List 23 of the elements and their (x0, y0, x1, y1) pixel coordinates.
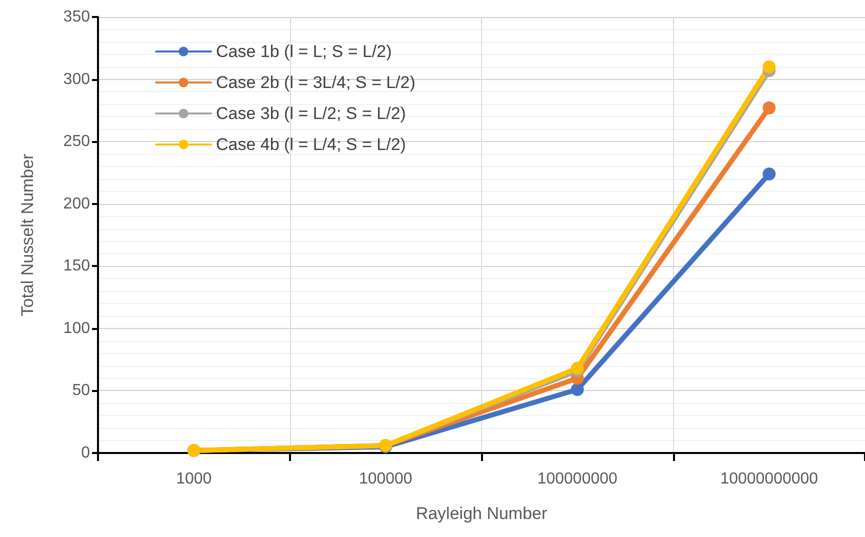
point (570, 362, 584, 375)
point (570, 382, 584, 396)
y-tick-label: 350 (63, 8, 90, 26)
y-tick-label: 100 (63, 320, 90, 337)
y-tick-label: 0 (81, 444, 90, 462)
point (762, 60, 776, 74)
legend-label: Case 3b (l = L/2; S = L/2) (216, 104, 406, 123)
y-tick-label: 200 (63, 195, 90, 212)
x-tick-label: 1000 (176, 470, 212, 488)
point (762, 167, 776, 180)
y-tick-label: 300 (63, 70, 90, 88)
x-axis-title: Rayleigh Number (416, 504, 548, 523)
x-tick-label: 10000000000 (720, 470, 818, 488)
x-tick-label: 100000 (358, 470, 412, 488)
legend-label: Case 4b (l = L/4; S = L/2) (216, 135, 406, 154)
point (762, 101, 776, 114)
y-tick-label: 50 (72, 382, 90, 400)
y-axis-title: Total Nusselt Number (18, 153, 37, 316)
y-tick-label: 150 (63, 258, 90, 275)
x-tick-label: 100000000 (537, 470, 618, 488)
legend-label: Case 1b (l = L; S = L/2) (216, 42, 392, 61)
legend-label: Case 2b (l = 3L/4; S = L/2) (216, 73, 416, 92)
y-tick-label: 250 (63, 133, 90, 150)
